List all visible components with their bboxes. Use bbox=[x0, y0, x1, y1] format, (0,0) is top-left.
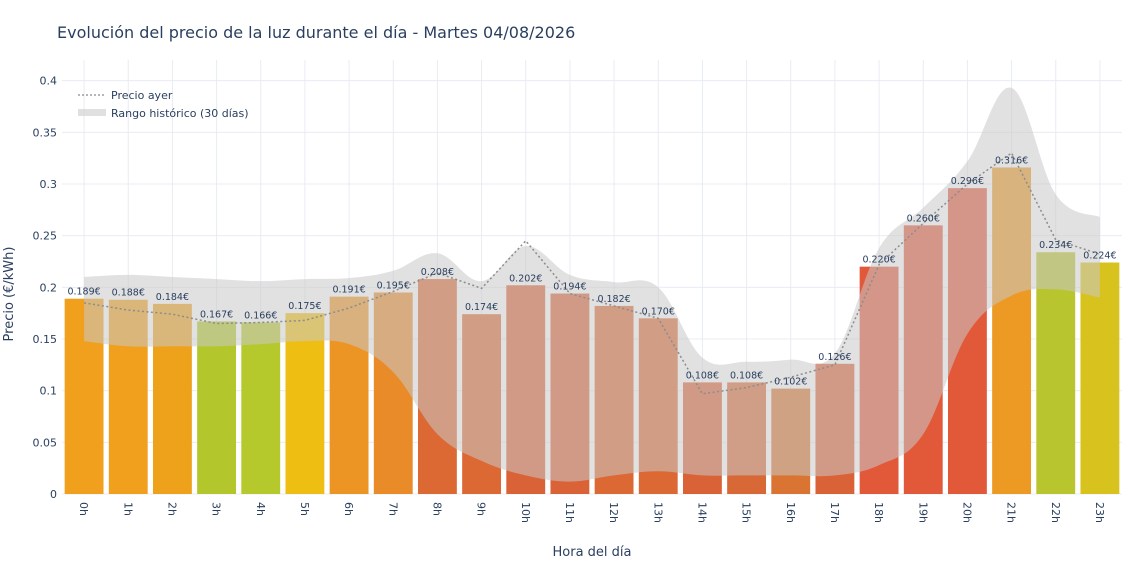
x-tick-label: 9h bbox=[475, 502, 488, 516]
x-tick-label: 13h bbox=[651, 502, 664, 523]
bar-value-label: 0.296€ bbox=[951, 176, 984, 187]
bar-value-label: 0.188€ bbox=[112, 288, 145, 299]
x-tick-label: 12h bbox=[607, 502, 620, 523]
historical-range-band bbox=[84, 87, 1100, 482]
x-tick-label: 14h bbox=[695, 502, 708, 523]
bar-labels: 0.189€ 0.188€ 0.184€ 0.167€ 0.166€ 0.175€ 0.19… bbox=[67, 155, 1116, 387]
y-tick-label: 0 bbox=[50, 488, 57, 501]
x-tick-label: 11h bbox=[563, 502, 576, 523]
bar-value-label: 0.316€ bbox=[995, 155, 1028, 166]
bar-value-label: 0.108€ bbox=[686, 370, 719, 381]
precio-ayer-line bbox=[83, 151, 1101, 395]
x-tick-label: 4h bbox=[254, 502, 267, 516]
chart-title: Evolución del precio de la luz durante e… bbox=[57, 23, 575, 42]
bar-value-label: 0.194€ bbox=[553, 282, 586, 293]
bar-value-label: 0.184€ bbox=[156, 292, 189, 303]
x-tick-label: 16h bbox=[784, 502, 797, 523]
y-tick-label: 0.25 bbox=[33, 230, 58, 243]
y-tick-label: 0.4 bbox=[40, 75, 58, 88]
bar-value-label: 0.202€ bbox=[509, 273, 542, 284]
x-tick-label: 7h bbox=[386, 502, 399, 516]
bar bbox=[285, 313, 325, 494]
x-tick-label: 3h bbox=[210, 502, 223, 516]
bar-value-label: 0.189€ bbox=[67, 287, 100, 298]
bar-value-label: 0.126€ bbox=[818, 352, 851, 363]
y-tick-label: 0.35 bbox=[33, 126, 58, 139]
bar bbox=[1036, 252, 1076, 494]
y-tick-label: 0.05 bbox=[33, 436, 58, 449]
y-tick-label: 0.2 bbox=[40, 281, 58, 294]
bar bbox=[197, 321, 237, 494]
y-axis: 0 0.05 0.1 0.15 0.2 0.25 0.3 0.35 0.4 bbox=[33, 75, 58, 501]
x-tick-label: 6h bbox=[342, 502, 355, 516]
x-tick-label: 20h bbox=[960, 502, 973, 523]
legend: Precio ayer Rango histórico (30 días) bbox=[78, 89, 249, 120]
x-tick-label: 18h bbox=[872, 502, 885, 523]
x-tick-label: 17h bbox=[828, 502, 841, 523]
bar-value-label: 0.234€ bbox=[1039, 240, 1072, 251]
bar-value-label: 0.195€ bbox=[377, 281, 410, 292]
bar-value-label: 0.174€ bbox=[465, 302, 498, 313]
bar bbox=[1080, 262, 1120, 494]
bar-value-label: 0.170€ bbox=[642, 306, 675, 317]
y-tick-label: 0.15 bbox=[33, 333, 58, 346]
historical-range-area bbox=[84, 87, 1100, 482]
bar-value-label: 0.191€ bbox=[332, 285, 365, 296]
bar bbox=[241, 322, 281, 494]
x-axis: 0h 1h 2h 3h 4h 5h 6h 7h 8h 9h 10h 11h 12h 13h 14h 15h 16… bbox=[77, 502, 1106, 523]
x-tick-label: 1h bbox=[121, 502, 134, 516]
bar-value-label: 0.260€ bbox=[907, 213, 940, 224]
x-tick-label: 8h bbox=[430, 502, 443, 516]
bar-value-label: 0.175€ bbox=[288, 301, 321, 312]
x-tick-label: 10h bbox=[519, 502, 532, 523]
x-tick-label: 22h bbox=[1049, 502, 1062, 523]
x-tick-label: 19h bbox=[916, 502, 929, 523]
x-tick-label: 5h bbox=[298, 502, 311, 516]
x-tick-label: 0h bbox=[77, 502, 90, 516]
legend-item-rango-historico: Rango histórico (30 días) bbox=[111, 107, 249, 120]
bar-value-label: 0.108€ bbox=[730, 370, 763, 381]
y-tick-label: 0.1 bbox=[40, 385, 58, 398]
bar-value-label: 0.182€ bbox=[597, 294, 630, 305]
bar-value-label: 0.208€ bbox=[421, 267, 454, 278]
bar-value-label: 0.166€ bbox=[244, 310, 277, 321]
x-tick-label: 2h bbox=[165, 502, 178, 516]
yesterday-price-line bbox=[83, 151, 1101, 395]
bar-value-label: 0.224€ bbox=[1083, 251, 1116, 262]
y-axis-title: Precio (€/kWh) bbox=[2, 247, 17, 342]
x-tick-label: 23h bbox=[1093, 502, 1106, 523]
bar-value-label: 0.220€ bbox=[862, 255, 895, 266]
x-tick-label: 21h bbox=[1005, 502, 1018, 523]
legend-band-swatch bbox=[78, 109, 106, 116]
bar-value-label: 0.102€ bbox=[774, 377, 807, 388]
y-tick-label: 0.3 bbox=[40, 178, 58, 191]
x-tick-label: 15h bbox=[740, 502, 753, 523]
bar-value-label: 0.167€ bbox=[200, 309, 233, 320]
legend-item-precio-ayer: Precio ayer bbox=[111, 89, 173, 102]
x-axis-title: Hora del día bbox=[553, 545, 632, 560]
